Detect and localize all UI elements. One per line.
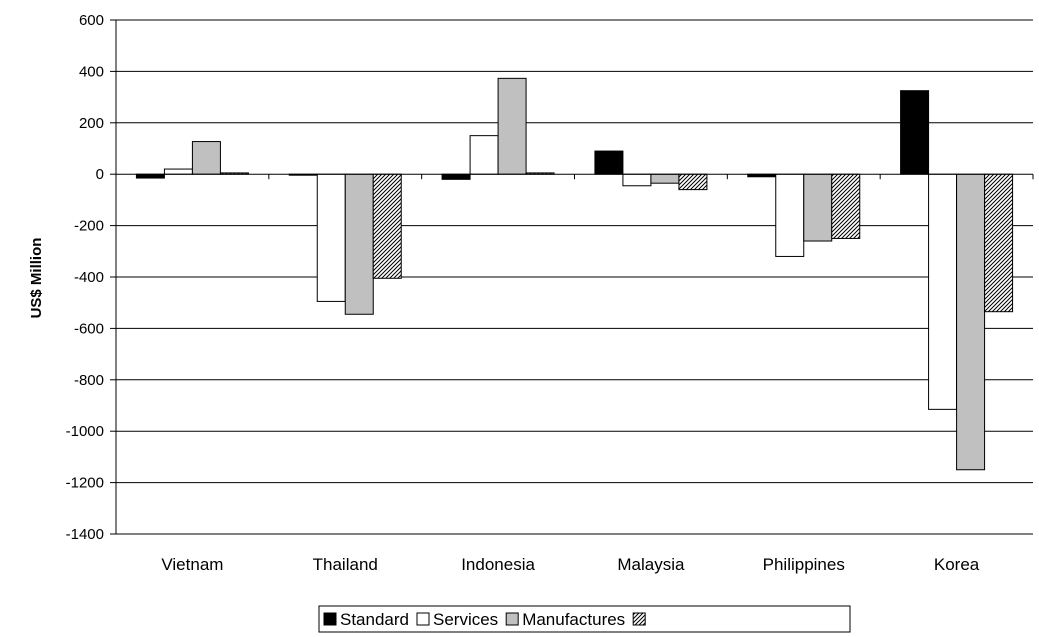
bar — [803, 173, 833, 242]
bar — [900, 90, 930, 175]
y-tick-label: 400 — [79, 63, 104, 80]
legend-label: Manufactures — [522, 610, 625, 629]
legend: Standard Services Manufactures — [318, 605, 851, 633]
bar — [191, 141, 221, 175]
y-axis-label: US$ Million — [28, 238, 45, 319]
gridlines — [116, 19, 1033, 535]
y-tick-label: 0 — [96, 166, 104, 183]
y-tick-label: -1200 — [66, 475, 104, 492]
legend-swatch — [416, 612, 430, 626]
x-tick-label: Thailand — [313, 555, 378, 574]
x-tick-label: Malaysia — [617, 555, 685, 574]
legend-swatch — [505, 612, 519, 626]
y-tick-label: -600 — [74, 320, 104, 337]
x-tick-labels: Vietnam Thailand Indonesia Malaysia Philippi… — [161, 555, 979, 574]
bar — [622, 173, 652, 187]
bar — [594, 150, 624, 175]
x-tick-label: Korea — [934, 555, 980, 574]
bar — [984, 173, 1014, 313]
legend-box — [318, 605, 851, 633]
legend-label: Services — [433, 610, 498, 629]
y-tick-label: -800 — [74, 372, 104, 389]
y-tick-label: 200 — [79, 115, 104, 132]
y-tick-label: -1000 — [66, 423, 104, 440]
bar — [956, 173, 986, 471]
x-tick-label: Vietnam — [161, 555, 223, 574]
y-tick-label: -1400 — [66, 526, 104, 543]
bar — [678, 173, 708, 191]
y-tick-label: -200 — [74, 218, 104, 235]
bar — [344, 173, 374, 315]
bar — [316, 173, 346, 302]
x-tick-label: Philippines — [763, 555, 845, 574]
y-tick-labels: -1400 -1200 -1000 -800 -600 -400 -200 0 200 400 60… — [66, 12, 104, 543]
bar — [775, 173, 805, 257]
y-tick-label: 600 — [79, 12, 104, 29]
bar — [135, 173, 165, 179]
bar — [497, 77, 527, 175]
bar — [163, 168, 193, 175]
bar — [469, 135, 499, 175]
x-tick-label: Indonesia — [461, 555, 535, 574]
legend-label: Standard — [340, 610, 409, 629]
legend-swatch — [323, 612, 337, 626]
bar — [928, 173, 958, 410]
bar — [650, 173, 680, 184]
y-tick-label: -400 — [74, 269, 104, 286]
bar — [372, 173, 402, 279]
axes — [110, 19, 1034, 535]
bars — [135, 77, 1014, 471]
bar — [441, 173, 471, 180]
legend-swatch — [632, 612, 646, 626]
bar — [831, 173, 861, 239]
